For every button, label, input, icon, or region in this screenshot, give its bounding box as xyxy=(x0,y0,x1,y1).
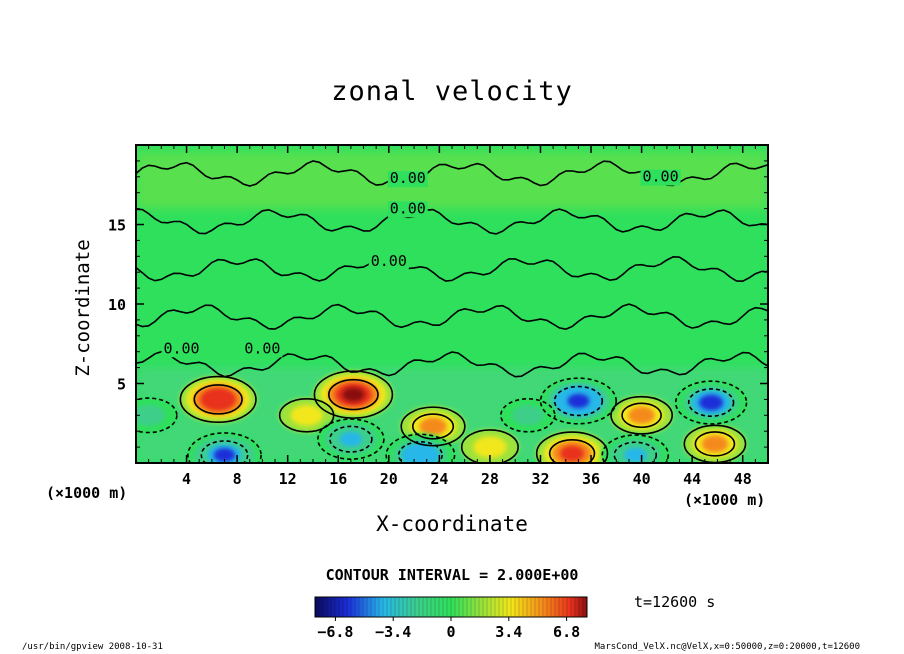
velocity-feature xyxy=(683,424,747,463)
contour-line xyxy=(535,431,609,463)
zero-contour xyxy=(136,303,768,331)
zero-contour xyxy=(136,208,768,235)
contour-line xyxy=(621,402,662,429)
contour-line xyxy=(385,433,456,463)
contour-line xyxy=(397,441,443,463)
contour-line xyxy=(601,434,670,463)
x-tick-label: 24 xyxy=(430,470,448,488)
velocity-feature xyxy=(535,431,609,463)
contour-line xyxy=(400,406,466,447)
chart-title: zonal velocity xyxy=(331,76,573,107)
colorbar-tick-label: −3.4 xyxy=(375,623,411,641)
contour-label: 0.00 xyxy=(371,252,407,270)
contour-line xyxy=(200,440,249,463)
x-tick-label: 40 xyxy=(633,470,651,488)
y-axis-label: Z-coordinate xyxy=(72,239,94,377)
zero-contour xyxy=(136,350,768,378)
velocity-feature xyxy=(136,397,178,434)
contour-line xyxy=(329,425,373,453)
contour-line xyxy=(313,370,394,419)
velocity-feature xyxy=(316,418,385,461)
colorbar-tick-label: 0 xyxy=(446,623,455,641)
contour-line xyxy=(687,388,735,418)
velocity-feature xyxy=(179,375,257,424)
velocity-feature xyxy=(610,395,674,435)
velocity-feature xyxy=(385,433,456,463)
contour-line xyxy=(411,413,455,440)
colorbar-tick-label: 6.8 xyxy=(553,623,580,641)
contour-line xyxy=(136,397,178,434)
contour-label: 0.00 xyxy=(390,169,426,187)
y-tick-label: 15 xyxy=(108,217,126,235)
colorbar-tick-label: −6.8 xyxy=(317,623,353,641)
contour-line xyxy=(179,375,257,424)
footer-left: /usr/bin/gpview 2008-10-31 xyxy=(22,642,163,652)
colorbar-tick-label: 3.4 xyxy=(495,623,522,641)
x-tick-label: 28 xyxy=(481,470,499,488)
y-tick-label: 5 xyxy=(117,376,126,394)
contour-label: 0.00 xyxy=(390,199,426,217)
footer-right: MarsCond_VelX.nc@VelX,x=0:50000,z=0:2000… xyxy=(594,642,860,652)
contour-label: 0.00 xyxy=(642,168,678,186)
contour-line xyxy=(553,385,604,417)
contour-line xyxy=(278,397,335,433)
contour-line xyxy=(694,431,736,457)
time-label: t=12600 s xyxy=(634,593,716,611)
x-tick-label: 8 xyxy=(233,470,242,488)
contour-line xyxy=(548,439,596,463)
x-tick-label: 48 xyxy=(734,470,752,488)
contour-line xyxy=(500,397,556,433)
x-tick-label: 44 xyxy=(683,470,701,488)
x-tick-label: 36 xyxy=(582,470,600,488)
x-tick-label: 4 xyxy=(182,470,191,488)
x-tick-label: 20 xyxy=(380,470,398,488)
x-axis-label: X-coordinate xyxy=(376,512,528,536)
velocity-feature xyxy=(674,380,748,425)
x-unit-label-left: (×1000 m) xyxy=(46,484,128,502)
contour-line xyxy=(539,377,618,425)
contour-line xyxy=(613,441,658,463)
velocity-feature xyxy=(499,397,556,433)
zero-contour xyxy=(136,255,768,283)
contour-line xyxy=(193,384,243,415)
contour-label: 0.00 xyxy=(244,339,280,357)
x-tick-label: 12 xyxy=(279,470,297,488)
velocity-feature xyxy=(313,370,394,420)
x-unit-label-right: (×1000 m) xyxy=(684,491,766,509)
contour-line xyxy=(610,395,674,435)
contour-line xyxy=(460,429,519,463)
velocity-feature xyxy=(539,377,618,425)
contour-line xyxy=(674,380,748,425)
velocity-feature xyxy=(460,428,520,463)
contour-label: 0.00 xyxy=(163,339,199,357)
y-tick-label: 10 xyxy=(108,296,126,314)
x-tick-label: 16 xyxy=(329,470,347,488)
contour-line xyxy=(187,432,262,463)
contour-interval-label: CONTOUR INTERVAL = 2.000E+00 xyxy=(325,566,579,584)
x-tick-label: 32 xyxy=(531,470,549,488)
contour-line xyxy=(328,378,379,411)
